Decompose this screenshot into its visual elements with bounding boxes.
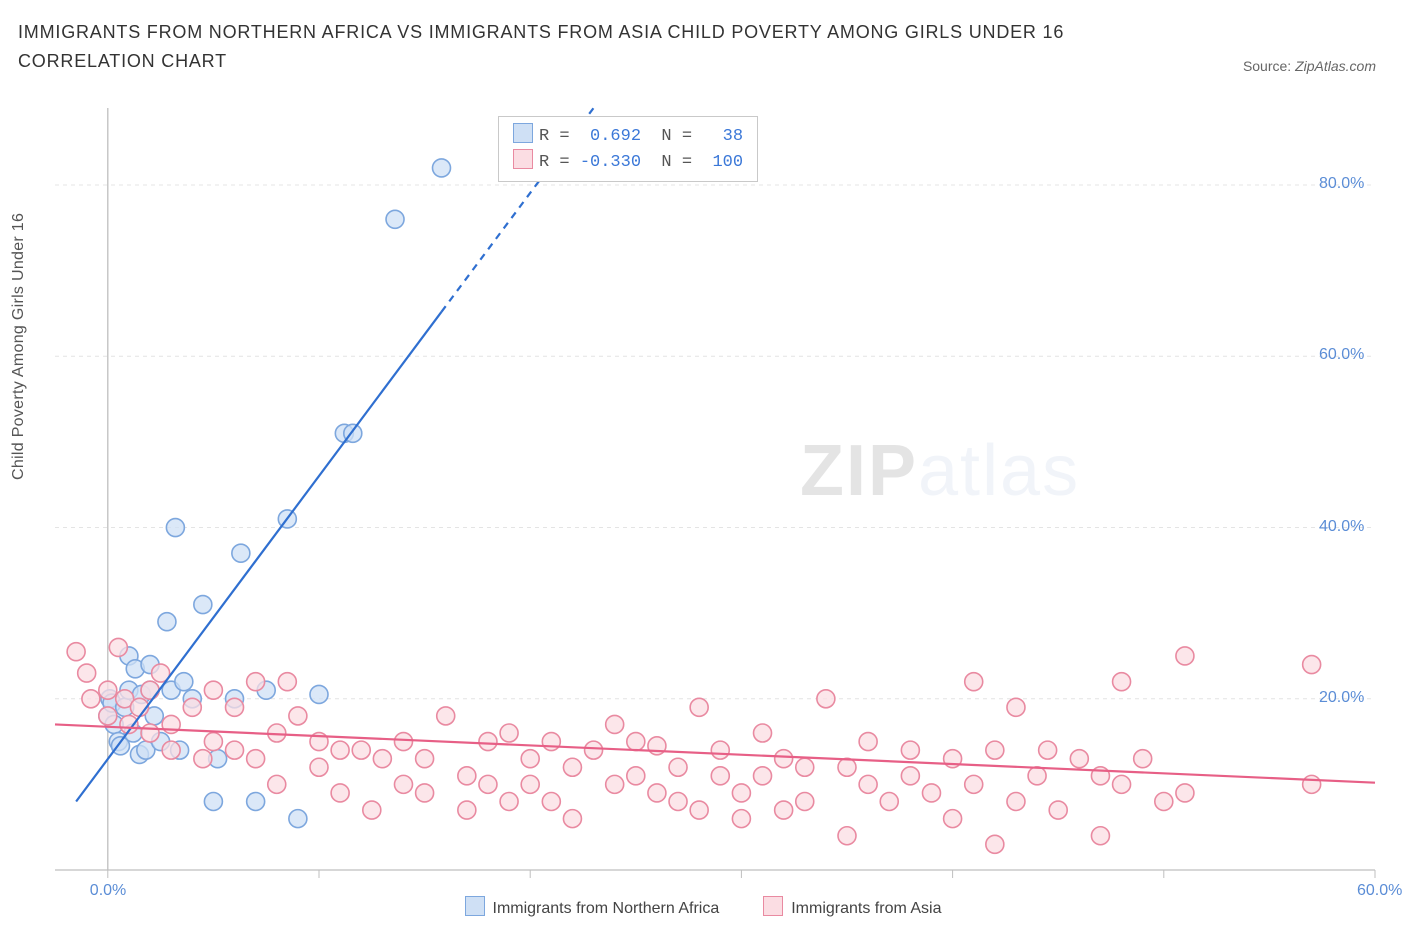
series-swatch [513,149,533,169]
legend-label: Immigrants from Northern Africa [493,900,720,917]
chart-container: IMMIGRANTS FROM NORTHERN AFRICA VS IMMIG… [0,0,1406,930]
series-swatch [513,123,533,143]
y-tick-label: 80.0% [1319,175,1364,193]
legend-item: Immigrants from Northern Africa [465,896,720,918]
x-tick-label: 60.0% [1357,882,1402,900]
stats-box: R = 0.692 N = 38R = -0.330 N = 100 [498,116,758,182]
legend-label: Immigrants from Asia [791,900,941,917]
scatter-plot [55,108,1375,870]
legend-swatch [465,896,485,916]
source-attribution: Source: ZipAtlas.com [1243,58,1376,74]
y-axis-label: Child Poverty Among Girls Under 16 [10,213,28,480]
x-tick-label: 0.0% [90,882,126,900]
y-tick-label: 60.0% [1319,346,1364,364]
y-tick-label: 40.0% [1319,518,1364,536]
source-name: ZipAtlas.com [1295,58,1376,74]
source-prefix: Source: [1243,58,1295,74]
y-tick-label: 20.0% [1319,689,1364,707]
legend-swatch [763,896,783,916]
chart-title: IMMIGRANTS FROM NORTHERN AFRICA VS IMMIG… [18,18,1118,76]
stats-row: R = -0.330 N = 100 [513,149,743,175]
stats-row: R = 0.692 N = 38 [513,123,743,149]
legend: Immigrants from Northern Africa Immigrant… [0,896,1406,918]
legend-item: Immigrants from Asia [763,896,941,918]
